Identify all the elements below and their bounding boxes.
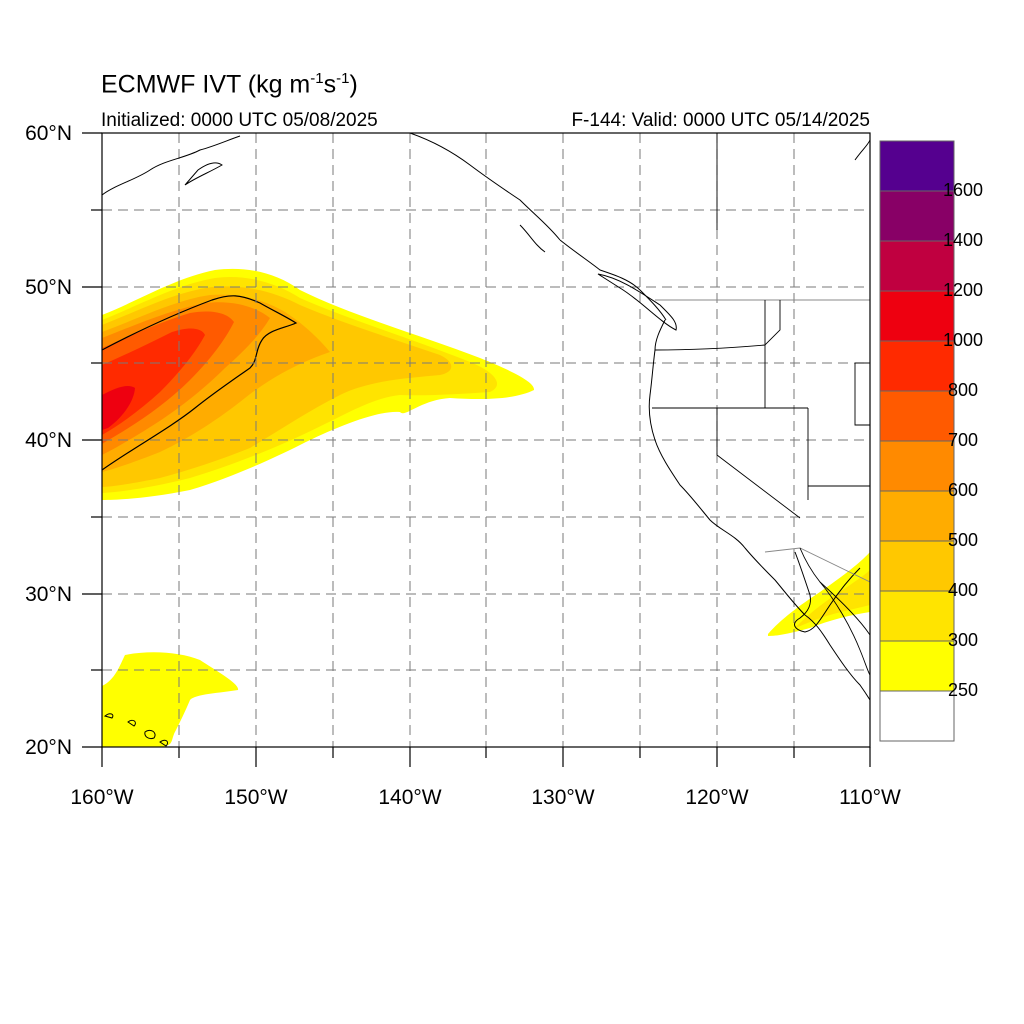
colorbar-swatch [879, 490, 955, 542]
lon-label: 160°W [70, 786, 134, 809]
colorbar-swatch [879, 390, 955, 442]
valid-time: F-144: Valid: 0000 UTC 05/14/2025 [571, 110, 870, 131]
colorbar-label: 250 [947, 680, 979, 700]
political-boundaries [652, 133, 870, 676]
lat-label: 30°N [25, 583, 72, 606]
lat-label: 50°N [25, 276, 72, 299]
gridlines [102, 133, 870, 747]
lat-label: 40°N [25, 429, 72, 452]
colorbar-label: 800 [947, 380, 979, 400]
colorbar-swatch [879, 590, 955, 642]
lat-label: 20°N [25, 736, 72, 759]
lat-label: 60°N [25, 122, 72, 145]
axis-ticks [82, 132, 871, 767]
colorbar-label: 500 [947, 530, 979, 550]
colorbar-swatch [879, 690, 955, 742]
map-title: ECMWF IVT (kg m-1s-1) [101, 70, 358, 99]
colorbar-label: 1400 [942, 230, 984, 250]
colorbar-label: 300 [947, 630, 979, 650]
lon-label: 140°W [378, 786, 442, 809]
colorbar-label: 400 [947, 580, 979, 600]
ivt-500-contour-line [102, 295, 298, 471]
colorbar-label: 1600 [942, 180, 984, 200]
colorbar-swatch [879, 340, 955, 392]
lon-label: 150°W [224, 786, 288, 809]
ivt-shading [102, 268, 870, 747]
ivt-contour-1000 [102, 385, 135, 430]
colorbar-swatch [879, 140, 955, 192]
lon-label: 130°W [531, 786, 595, 809]
colorbar [879, 140, 955, 742]
colorbar-swatch [879, 540, 955, 592]
colorbar-label: 700 [947, 430, 979, 450]
initialized-time: Initialized: 0000 UTC 05/08/2025 [101, 110, 378, 131]
colorbar-swatch [879, 240, 955, 292]
coastlines [102, 133, 870, 747]
colorbar-swatch [879, 290, 955, 342]
ivt-patch-hawaii [102, 652, 239, 747]
lon-label: 120°W [685, 786, 749, 809]
colorbar-label: 1000 [942, 330, 984, 350]
colorbar-swatch [879, 440, 955, 492]
colorbar-label: 1200 [942, 280, 984, 300]
colorbar-label: 600 [947, 480, 979, 500]
ivt-contour-800 [102, 328, 205, 435]
lon-label: 110°W [839, 786, 901, 809]
